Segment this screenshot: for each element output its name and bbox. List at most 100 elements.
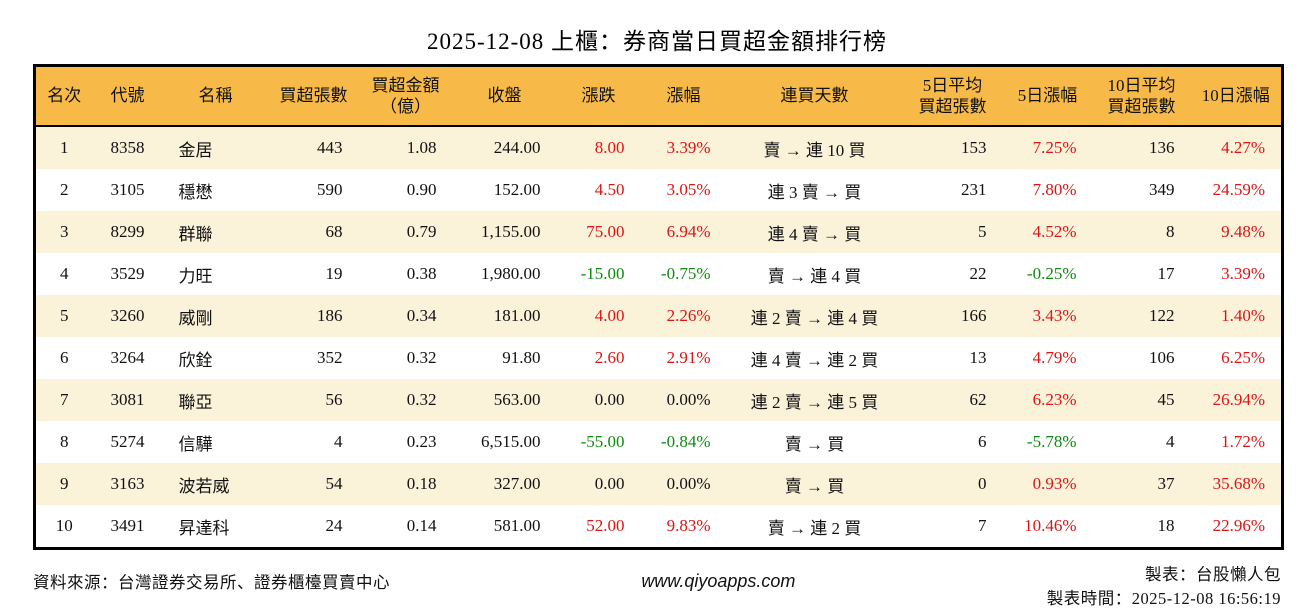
cell-pct-10d: 6.25%: [1190, 337, 1283, 379]
cell-net-buy-lots: 68: [268, 211, 359, 253]
cell-rank: 2: [34, 169, 93, 211]
cell-close: 1,155.00: [452, 211, 557, 253]
cell-streak: 連 2 賣 → 連 4 買: [726, 295, 903, 337]
table-row: 3 8299 群聯 68 0.79 1,155.00 75.00 6.94% 連 4 賣 → 買…: [34, 211, 1283, 253]
cell-change: 75.00: [556, 211, 641, 253]
cell-net-buy-amount: 0.79: [358, 211, 453, 253]
cell-pct-5d: 6.23%: [1002, 379, 1093, 421]
cell-change-pct: 2.91%: [640, 337, 727, 379]
cell-rank: 7: [34, 379, 93, 421]
cell-avg10-lots: 17: [1092, 253, 1191, 295]
cell-rank: 3: [34, 211, 93, 253]
header-change-pct: 漲幅: [640, 65, 727, 127]
cell-change-pct: 9.83%: [640, 505, 727, 549]
ranking-table: 名次 代號 名稱 買超張數 買超金額 （億） 收盤 漲跌 漲幅 連買天數 5日平均 買超張數 5日漲幅 1…: [33, 64, 1284, 550]
cell-rank: 1: [34, 126, 93, 169]
cell-pct-10d: 3.39%: [1190, 253, 1283, 295]
cell-pct-10d: 26.94%: [1190, 379, 1283, 421]
table-row: 6 3264 欣銓 352 0.32 91.80 2.60 2.91% 連 4 賣 → 連 2 …: [34, 337, 1283, 379]
cell-net-buy-amount: 0.38: [358, 253, 453, 295]
cell-net-buy-lots: 443: [268, 126, 359, 169]
cell-pct-10d: 24.59%: [1190, 169, 1283, 211]
cell-avg5-lots: 153: [902, 126, 1003, 169]
cell-avg10-lots: 45: [1092, 379, 1191, 421]
cell-change: 0.00: [556, 463, 641, 505]
cell-avg5-lots: 231: [902, 169, 1003, 211]
cell-pct-10d: 1.40%: [1190, 295, 1283, 337]
table-row: 8 5274 信驊 4 0.23 6,515.00 -55.00 -0.84% 賣 → 買 6 -5…: [34, 421, 1283, 463]
cell-pct-5d: 0.93%: [1002, 463, 1093, 505]
cell-rank: 6: [34, 337, 93, 379]
header-code: 代號: [92, 65, 163, 127]
table-row: 4 3529 力旺 19 0.38 1,980.00 -15.00 -0.75% 賣 → 連 4…: [34, 253, 1283, 295]
cell-close: 6,515.00: [452, 421, 557, 463]
cell-name: 欣銓: [162, 337, 269, 379]
cell-close: 244.00: [452, 126, 557, 169]
author-note: 製表：台股懶人包: [1145, 565, 1281, 584]
cell-change: 52.00: [556, 505, 641, 549]
cell-avg5-lots: 6: [902, 421, 1003, 463]
header-streak: 連買天數: [726, 65, 903, 127]
data-source-note: 資料來源：台灣證券交易所、證券櫃檯買賣中心: [33, 573, 390, 592]
header-net-buy-lots: 買超張數: [268, 65, 359, 127]
cell-net-buy-lots: 4: [268, 421, 359, 463]
cell-avg5-lots: 0: [902, 463, 1003, 505]
cell-rank: 5: [34, 295, 93, 337]
cell-net-buy-amount: 0.34: [358, 295, 453, 337]
table-row: 2 3105 穩懋 590 0.90 152.00 4.50 3.05% 連 3 賣 → 買 23…: [34, 169, 1283, 211]
cell-pct-10d: 4.27%: [1190, 126, 1283, 169]
cell-name: 金居: [162, 126, 269, 169]
cell-name: 群聯: [162, 211, 269, 253]
page-title: 2025-12-08 上櫃：券商當日買超金額排行榜: [426, 29, 888, 54]
cell-change-pct: 2.26%: [640, 295, 727, 337]
cell-avg10-lots: 8: [1092, 211, 1191, 253]
cell-net-buy-amount: 0.32: [358, 337, 453, 379]
table-row: 10 3491 昇達科 24 0.14 581.00 52.00 9.83% 賣 → 連 2 買…: [34, 505, 1283, 549]
cell-close: 327.00: [452, 463, 557, 505]
cell-code: 8358: [92, 126, 163, 169]
cell-pct-10d: 35.68%: [1190, 463, 1283, 505]
cell-net-buy-amount: 0.18: [358, 463, 453, 505]
table-row: 9 3163 波若威 54 0.18 327.00 0.00 0.00% 賣 → 買 0 0.93%…: [34, 463, 1283, 505]
cell-close: 152.00: [452, 169, 557, 211]
cell-pct-10d: 9.48%: [1190, 211, 1283, 253]
cell-close: 563.00: [452, 379, 557, 421]
cell-avg5-lots: 13: [902, 337, 1003, 379]
cell-rank: 9: [34, 463, 93, 505]
header-avg10-lots: 10日平均 買超張數: [1092, 65, 1191, 127]
cell-streak: 連 4 賣 → 連 2 買: [726, 337, 903, 379]
cell-rank: 10: [34, 505, 93, 549]
cell-code: 3264: [92, 337, 163, 379]
header-name: 名稱: [162, 65, 269, 127]
timestamp-note: 製表時間：2025-12-08 16:56:19: [1046, 589, 1281, 608]
cell-close: 91.80: [452, 337, 557, 379]
cell-change: 0.00: [556, 379, 641, 421]
cell-net-buy-amount: 0.32: [358, 379, 453, 421]
header-change: 漲跌: [556, 65, 641, 127]
cell-name: 信驊: [162, 421, 269, 463]
cell-change: 8.00: [556, 126, 641, 169]
cell-pct-5d: -0.25%: [1002, 253, 1093, 295]
cell-net-buy-lots: 186: [268, 295, 359, 337]
cell-change-pct: -0.75%: [640, 253, 727, 295]
cell-name: 聯亞: [162, 379, 269, 421]
cell-change: -55.00: [556, 421, 641, 463]
cell-streak: 賣 → 連 4 買: [726, 253, 903, 295]
cell-net-buy-lots: 54: [268, 463, 359, 505]
cell-avg10-lots: 37: [1092, 463, 1191, 505]
cell-change-pct: 3.39%: [640, 126, 727, 169]
cell-rank: 4: [34, 253, 93, 295]
credits-block: 製表：台股懶人包 製表時間：2025-12-08 16:56:19: [1047, 563, 1281, 611]
cell-net-buy-lots: 19: [268, 253, 359, 295]
header-close: 收盤: [452, 65, 557, 127]
cell-code: 8299: [92, 211, 163, 253]
cell-avg10-lots: 349: [1092, 169, 1191, 211]
cell-change: 4.50: [556, 169, 641, 211]
ranking-table-container: 名次 代號 名稱 買超張數 買超金額 （億） 收盤 漲跌 漲幅 連買天數 5日平均 買超張數 5日漲幅 1…: [33, 64, 1284, 550]
website-link: www.qiyoapps.com: [641, 571, 796, 591]
cell-avg10-lots: 136: [1092, 126, 1191, 169]
footer: 資料來源：台灣證券交易所、證券櫃檯買賣中心 www.qiyoapps.com 製…: [33, 563, 1281, 611]
cell-avg5-lots: 7: [902, 505, 1003, 549]
